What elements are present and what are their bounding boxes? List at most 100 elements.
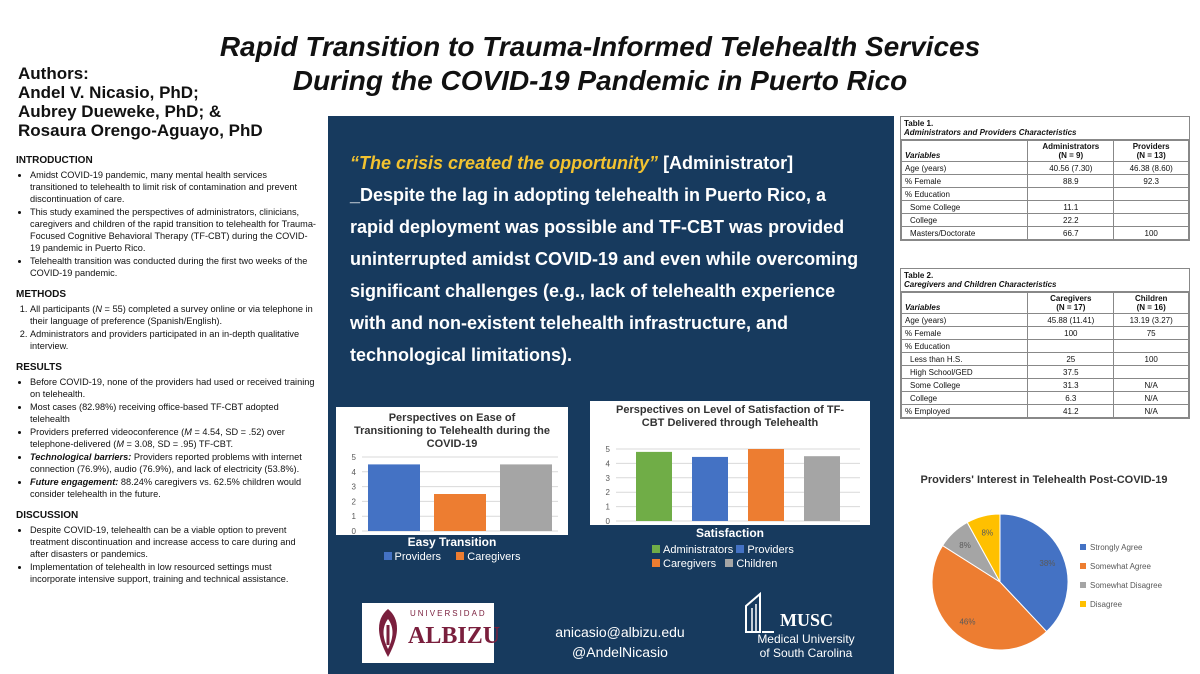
tech-barriers-label: Technological barriers: bbox=[30, 452, 132, 462]
table-1-cell: Age (years) bbox=[900, 161, 1029, 175]
table-1-cell bbox=[1113, 213, 1189, 227]
methods-item-2: Administrators and providers participate… bbox=[30, 328, 316, 352]
table-2-cell: Age (years) bbox=[900, 313, 1029, 327]
table-2-cell: 45.88 (11.41) bbox=[1027, 313, 1115, 327]
quote-attribution: [Administrator] bbox=[658, 153, 794, 173]
ease-chart-svg: 0 1 2 3 4 5 bbox=[352, 453, 558, 535]
left-column: INTRODUCTION Amidst COVID-19 pandemic, m… bbox=[16, 155, 316, 595]
pie-chart-box: Providers' Interest in Telehealth Post-C… bbox=[900, 470, 1188, 670]
table-1-cell: 92.3 bbox=[1113, 174, 1189, 188]
discussion-heading: DISCUSSION bbox=[16, 510, 79, 521]
ease-chart-y-tick: 1 bbox=[352, 512, 357, 521]
table-2-h-c1n: (N = 17) bbox=[1056, 303, 1086, 312]
pie-legend-label: Somewhat Disagree bbox=[1090, 581, 1163, 590]
intro-item-2: This study examined the perspectives of … bbox=[30, 206, 316, 254]
table-1-h-c1n: (N = 9) bbox=[1058, 151, 1084, 160]
table-1-cell: 22.2 bbox=[1027, 213, 1115, 227]
table-2-h-c1: Caregivers bbox=[1050, 294, 1092, 303]
quote-text: “The crisis created the opportunity” bbox=[350, 153, 659, 173]
satisfaction-chart-y-tick: 0 bbox=[606, 517, 611, 525]
discussion-list: Despite COVID-19, telehealth can be a vi… bbox=[16, 524, 316, 585]
methods-item-1-n: N bbox=[95, 304, 102, 314]
results-heading: RESULTS bbox=[16, 362, 62, 373]
pie-chart-svg: 38% 46% 8% 8% Strongly Agree Somewhat Agree So… bbox=[931, 513, 1163, 651]
table-2-cell bbox=[1113, 339, 1189, 353]
legend-administrators: Administrators bbox=[652, 544, 733, 556]
methods-item-1-post: = 55) completed a survey online or via t… bbox=[30, 304, 313, 326]
musc-building-icon bbox=[745, 592, 774, 633]
table-1-cell: 66.7 bbox=[1027, 226, 1115, 240]
results-item-2: Most cases (82.98%) receiving office-bas… bbox=[30, 401, 316, 425]
table-2-cell: N/A bbox=[1113, 378, 1189, 392]
ease-chart-y-tick: 3 bbox=[352, 483, 357, 492]
table-1-cell: % Female bbox=[900, 174, 1029, 188]
results-item-3: Providers preferred videoconference (M =… bbox=[30, 426, 316, 450]
table-2-row: % Employed 41.2 N/A bbox=[900, 404, 1189, 418]
table-1: Table 1. Administrators and Providers Ch… bbox=[900, 116, 1190, 241]
musc-subtitle: Medical University of South Carolina bbox=[750, 632, 862, 660]
table-2-header: Variables Caregivers (N = 17) Children (N … bbox=[900, 292, 1189, 314]
table-2-title: Caregivers and Children Characteristics bbox=[904, 280, 1057, 289]
table-2-row: Age (years) 45.88 (11.41) 13.19 (3.27) bbox=[900, 313, 1189, 327]
table-2-cell: 100 bbox=[1113, 352, 1189, 366]
table-2-cell: 31.3 bbox=[1027, 378, 1115, 392]
pie-legend-swatch bbox=[1080, 544, 1086, 550]
legend-row-1: Administrators Providers bbox=[652, 543, 852, 557]
table-2: Table 2. Caregivers and Children Charact… bbox=[900, 268, 1190, 419]
table-1-row: Masters/Doctorate 66.7 100 bbox=[900, 226, 1189, 240]
results-item-5: Future engagement: 88.24% caregivers vs.… bbox=[30, 476, 316, 500]
table-2-cell: 6.3 bbox=[1027, 391, 1115, 405]
title-line-2: During the COVID-19 Pandemic in Puerto R… bbox=[292, 65, 908, 96]
satisfaction-chart-y-tick: 5 bbox=[606, 445, 611, 454]
table-1-row: % Education bbox=[900, 187, 1189, 201]
table-2-h-var: Variables bbox=[905, 303, 941, 312]
table-1-cell: Some College bbox=[900, 200, 1029, 214]
ease-chart-legend: Providers Caregivers bbox=[336, 551, 568, 563]
center-panel bbox=[328, 116, 894, 674]
results-item-4: Technological barriers: Providers report… bbox=[30, 451, 316, 475]
table-1-grid: Variables Administrators (N = 9) Provider… bbox=[900, 140, 1189, 240]
pie-slice-somewhat-agree bbox=[931, 544, 1048, 651]
methods-section: METHODS All participants (N = 55) comple… bbox=[16, 289, 316, 352]
authors-block: Authors: Andel V. Nicasio, PhD; Aubrey D… bbox=[18, 64, 263, 140]
pie-legend-swatch bbox=[1080, 582, 1086, 588]
satisfaction-chart-y-tick: 1 bbox=[606, 503, 611, 512]
table-1-row: Some College 11.1 bbox=[900, 200, 1189, 214]
musc-sub-line-1: Medical University bbox=[757, 632, 855, 646]
satisfaction-chart-box: Perspectives on Level of Satisfaction of… bbox=[590, 401, 870, 525]
authors-label: Authors: bbox=[18, 64, 89, 83]
results-section: RESULTS Before COVID-19, none of the pro… bbox=[16, 362, 316, 500]
satisfaction-chart-bar-administrators bbox=[636, 451, 672, 521]
table-1-label: Table 1. bbox=[904, 119, 934, 128]
ease-chart-title: Perspectives on Ease of Transitioning to… bbox=[354, 412, 550, 450]
table-2-row: Less than H.S. 25 100 bbox=[900, 352, 1189, 366]
legend-swatch-providers bbox=[383, 552, 392, 560]
satisfaction-chart-y-tick: 4 bbox=[606, 459, 611, 468]
contact-handle[interactable]: @AndelNicasio bbox=[572, 644, 668, 660]
contact-email[interactable]: anicasio@albizu.edu bbox=[555, 624, 685, 640]
satisfaction-chart-category: Satisfaction bbox=[695, 526, 764, 540]
satisfaction-chart-legend: Administrators Providers Caregivers Chil… bbox=[652, 543, 852, 571]
contact-block: anicasio@albizu.edu @AndelNicasio bbox=[520, 622, 720, 662]
table-2-cell: Less than H.S. bbox=[900, 352, 1029, 366]
introduction-heading: INTRODUCTION bbox=[16, 155, 93, 166]
results-item-1: Before COVID-19, none of the providers h… bbox=[30, 376, 316, 400]
pie-data-label: 8% bbox=[959, 541, 971, 550]
legend-swatch-providers-2 bbox=[736, 545, 745, 553]
table-2-cell: 100 bbox=[1027, 326, 1115, 340]
table-1-cell: College bbox=[900, 213, 1029, 227]
table-2-row: College 6.3 N/A bbox=[900, 391, 1189, 405]
albizu-logo: UNIVERSIDAD ALBIZU bbox=[362, 603, 500, 663]
results-item-3-b: = 4.54, SD = .52) over telephone-deliver… bbox=[30, 427, 285, 449]
table-2-h-c2: Children bbox=[1134, 294, 1168, 303]
table-1-cell: Masters/Doctorate bbox=[900, 226, 1029, 240]
author-name-2: Aubrey Dueweke, PhD; & bbox=[18, 102, 222, 121]
albizu-top-text: UNIVERSIDAD bbox=[410, 609, 487, 618]
ease-chart-box: Perspectives on Ease of Transitioning to… bbox=[336, 407, 568, 535]
ease-chart-category: Easy Transition bbox=[407, 535, 497, 549]
table-2-cell bbox=[1113, 365, 1189, 379]
ease-chart-y-tick: 4 bbox=[352, 468, 357, 477]
methods-list: All participants (N = 55) completed a su… bbox=[16, 303, 316, 352]
table-1-h-var: Variables bbox=[905, 151, 941, 160]
musc-name: MUSC bbox=[780, 610, 833, 630]
